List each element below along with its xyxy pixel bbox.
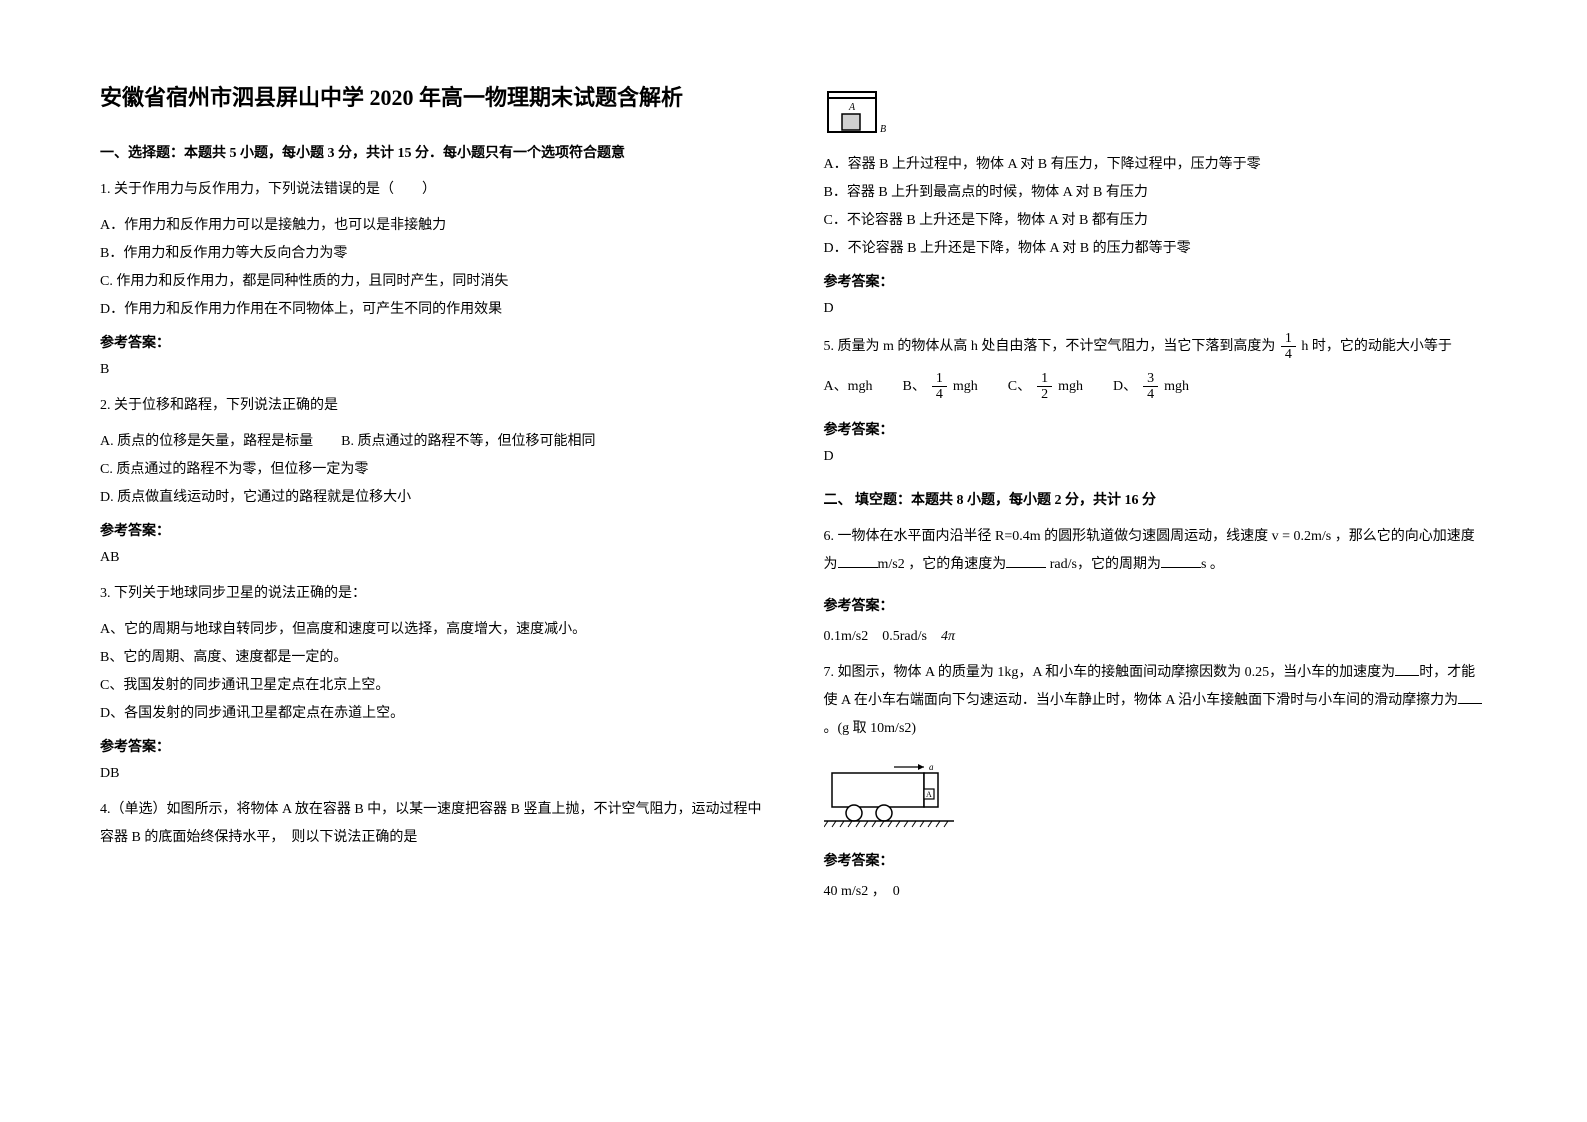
q6-stem: 6. 一物体在水平面内沿半径 R=0.4m 的圆形轨道做匀速圆周运动，线速度 v… bbox=[824, 523, 1488, 579]
q3-answer: DB bbox=[100, 766, 764, 782]
section-1-header: 一、选择题：本题共 5 小题，每小题 3 分，共计 15 分．每小题只有一个选项… bbox=[100, 142, 764, 162]
q5-stem-pre: 5. 质量为 m 的物体从高 h 处自由落下，不计空气阻力，当它下落到高度为 bbox=[824, 339, 1276, 354]
q7-figure: A bbox=[824, 759, 1488, 834]
q5-option-c: C、 1 2 mgh bbox=[1008, 371, 1083, 403]
q2-option-ab: A. 质点的位移是矢量，路程是标量 B. 质点通过的路程不等，但位移可能相同 bbox=[100, 428, 764, 456]
q4-option-a: A．容器 B 上升过程中，物体 A 对 B 有压力，下降过程中，压力等于零 bbox=[824, 151, 1488, 179]
q3-option-b: B、它的周期、高度、速度都是一定的。 bbox=[100, 644, 764, 672]
q6-blank-3 bbox=[1161, 554, 1201, 568]
q7-blank-2 bbox=[1458, 690, 1482, 704]
q5-answer: D bbox=[824, 449, 1488, 465]
q1-answer-label: 参考答案： bbox=[100, 332, 764, 352]
q4-option-b: B．容器 B 上升到最高点的时候，物体 A 对 B 有压力 bbox=[824, 179, 1488, 207]
q4-fig-label-a: A bbox=[848, 102, 856, 113]
q4-answer: D bbox=[824, 301, 1488, 317]
q1-stem: 1. 关于作用力与反作用力，下列说法错误的是（ ） bbox=[100, 176, 764, 204]
q5-answer-label: 参考答案： bbox=[824, 419, 1488, 439]
q6-answer: 0.1m/s2 0.5rad/s 4π bbox=[824, 625, 1488, 645]
q5-frac-main: 1 4 bbox=[1281, 331, 1296, 363]
page-title: 安徽省宿州市泗县屏山中学 2020 年高一物理期末试题含解析 bbox=[100, 80, 764, 112]
q5-option-b: B、 1 4 mgh bbox=[903, 371, 978, 403]
q2-stem: 2. 关于位移和路程，下列说法正确的是 bbox=[100, 392, 764, 420]
q6-blank-1 bbox=[838, 554, 878, 568]
section-2-header: 二、 填空题：本题共 8 小题，每小题 2 分，共计 16 分 bbox=[824, 489, 1488, 509]
q1-option-d: D．作用力和反作用力作用在不同物体上，可产生不同的作用效果 bbox=[100, 296, 764, 324]
q7-fig-label-arrow: a bbox=[929, 762, 934, 772]
q5-stem: 5. 质量为 m 的物体从高 h 处自由落下，不计空气阻力，当它下落到高度为 1… bbox=[824, 331, 1488, 363]
q6-blank-2 bbox=[1006, 554, 1046, 568]
q3-answer-label: 参考答案： bbox=[100, 736, 764, 756]
container-figure-svg: A B bbox=[824, 88, 894, 138]
q5-stem-post: h 时，它的动能大小等于 bbox=[1301, 339, 1452, 354]
q3-option-a: A、它的周期与地球自转同步，但高度和速度可以选择，高度增大，速度减小。 bbox=[100, 616, 764, 644]
q1-option-c: C. 作用力和反作用力，都是同种性质的力，且同时产生，同时消失 bbox=[100, 268, 764, 296]
q4-option-d: D．不论容器 B 上升还是下降，物体 A 对 B 的压力都等于零 bbox=[824, 235, 1488, 263]
q7-answer: 40 m/s2 ， 0 bbox=[824, 880, 1488, 900]
left-column: 安徽省宿州市泗县屏山中学 2020 年高一物理期末试题含解析 一、选择题：本题共… bbox=[100, 80, 764, 1042]
q7-stem: 7. 如图示，物体 A 的质量为 1kg，A 和小车的接触面间动摩擦因数为 0.… bbox=[824, 659, 1488, 743]
q3-stem: 3. 下列关于地球同步卫星的说法正确的是： bbox=[100, 580, 764, 608]
q2-option-d: D. 质点做直线运动时，它通过的路程就是位移大小 bbox=[100, 484, 764, 512]
q7-fig-label-a: A bbox=[926, 790, 932, 799]
q2-option-c: C. 质点通过的路程不为零，但位移一定为零 bbox=[100, 456, 764, 484]
q1-option-a: A．作用力和反作用力可以是接触力，也可以是非接触力 bbox=[100, 212, 764, 240]
q3-option-d: D、各国发射的同步通讯卫星都定点在赤道上空。 bbox=[100, 700, 764, 728]
q5-options: A、mgh B、 1 4 mgh C、 1 2 mgh D、 3 4 mgh bbox=[824, 371, 1488, 403]
q5-option-d: D、 3 4 mgh bbox=[1113, 371, 1189, 403]
q4-fig-label-b: B bbox=[880, 124, 886, 135]
q4-option-c: C．不论容器 B 上升还是下降，物体 A 对 B 都有压力 bbox=[824, 207, 1488, 235]
cart-figure-svg: A bbox=[824, 759, 954, 829]
q5-option-a: A、mgh bbox=[824, 373, 873, 401]
right-column: A B A．容器 B 上升过程中，物体 A 对 B 有压力，下降过程中，压力等于… bbox=[824, 80, 1488, 1042]
q7-stem-pre: 7. 如图示，物体 A 的质量为 1kg，A 和小车的接触面间动摩擦因数为 0.… bbox=[824, 665, 1396, 680]
q1-answer: B bbox=[100, 362, 764, 378]
q3-option-c: C、我国发射的同步通讯卫星定点在北京上空。 bbox=[100, 672, 764, 700]
q2-answer-label: 参考答案： bbox=[100, 520, 764, 540]
q4-stem: 4.（单选）如图所示，将物体 A 放在容器 B 中，以某一速度把容器 B 竖直上… bbox=[100, 796, 764, 852]
q4-answer-label: 参考答案： bbox=[824, 271, 1488, 291]
q1-option-b: B．作用力和反作用力等大反向合力为零 bbox=[100, 240, 764, 268]
q7-blank-1 bbox=[1395, 662, 1419, 676]
q6-answer-label: 参考答案： bbox=[824, 595, 1488, 615]
q7-answer-label: 参考答案： bbox=[824, 850, 1488, 870]
q4-figure: A B bbox=[824, 88, 1488, 143]
q2-answer: AB bbox=[100, 550, 764, 566]
